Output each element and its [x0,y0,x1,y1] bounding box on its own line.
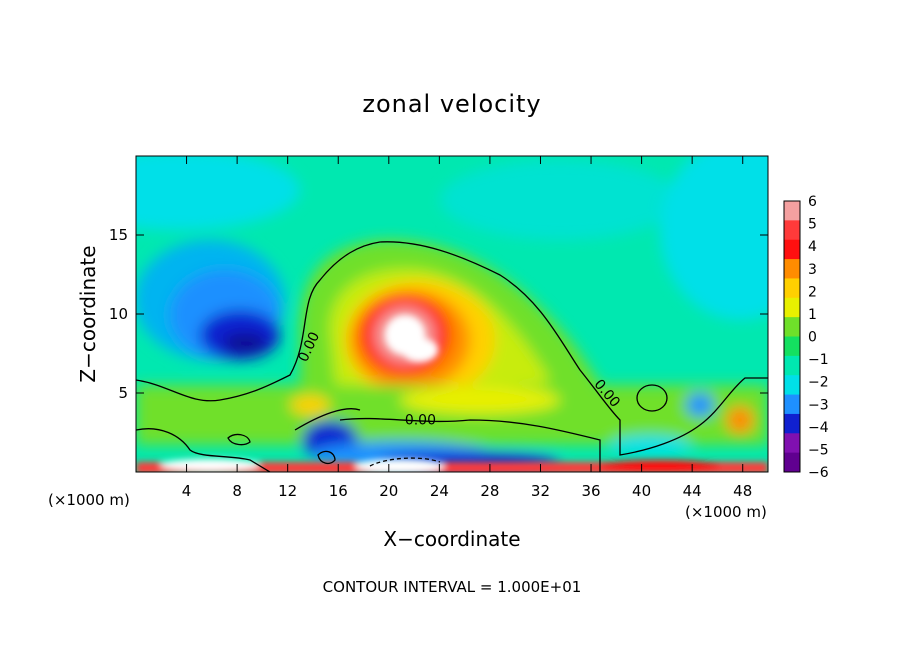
colorbar-label: −5 [808,442,829,458]
contour-interval-note: CONTOUR INTERVAL = 1.000E+01 [323,578,582,596]
colorbar-swatch [784,278,800,299]
y-tick-label: 10 [109,305,128,323]
colorbar-swatch [784,413,800,434]
colorbar-label: −6 [808,465,829,481]
x-tick-label: 24 [430,482,449,500]
colorbar-swatch [784,375,800,396]
colorbar-swatch [784,394,800,415]
colorbar-swatch [784,201,800,221]
x-tick-label: 8 [232,482,242,500]
x-tick-label: 44 [683,482,702,500]
colorbar-label: 4 [808,239,817,255]
y-axis: 5 10 15 [109,226,768,402]
colorbar-label: −2 [808,375,829,391]
y-axis-label: Z−coordinate [76,245,100,382]
colorbar-label: 2 [808,284,817,300]
x-tick-label: 28 [480,482,499,500]
chart-title: zonal velocity [362,90,541,118]
colorbar-swatch [784,317,800,337]
colorbar-label: 3 [808,262,817,278]
y-tick-label: 5 [118,384,128,402]
x-tick-label: 20 [379,482,398,500]
colorbar-swatch [784,336,800,357]
x-axis: 4 8 12 16 20 24 28 32 36 40 44 48 [182,156,752,500]
x-tick-label: 16 [329,482,348,500]
colorbar-swatch [784,355,800,376]
colorbar-swatch [784,452,800,473]
x-axis-label: X−coordinate [383,527,520,551]
x-tick-label: 40 [632,482,651,500]
x-unit-label-left: (×1000 m) [48,491,130,509]
colorbar-label: 0 [808,330,817,346]
colorbar-frame [783,200,801,473]
colorbar-label: 5 [808,217,817,233]
x-tick-label: 12 [278,482,297,500]
colorbar-swatch [784,239,800,260]
colorbar-swatch [784,259,800,279]
colorbar-label: 1 [808,307,817,323]
x-unit-label-right: (×1000 m) [685,503,767,521]
x-tick-label: 36 [581,482,600,500]
x-tick-label: 32 [531,482,550,500]
heatmap-field [136,156,768,472]
x-tick-label: 4 [182,482,192,500]
colorbar-swatch [784,220,800,241]
colorbar-label: 6 [808,194,817,210]
contour-label: 0.00 [405,413,436,429]
colorbar: 6 5 4 3 2 1 0 −1 −2 −3 −4 −5 −6 [783,194,829,481]
x-tick-label: 48 [733,482,752,500]
colorbar-swatch [784,433,800,454]
colorbar-label: −3 [808,397,829,413]
colorbar-swatch [784,297,800,318]
y-tick-label: 15 [109,226,128,244]
contour-lines [136,241,768,472]
colorbar-label: −4 [808,420,829,436]
colorbar-label: −1 [808,352,829,368]
